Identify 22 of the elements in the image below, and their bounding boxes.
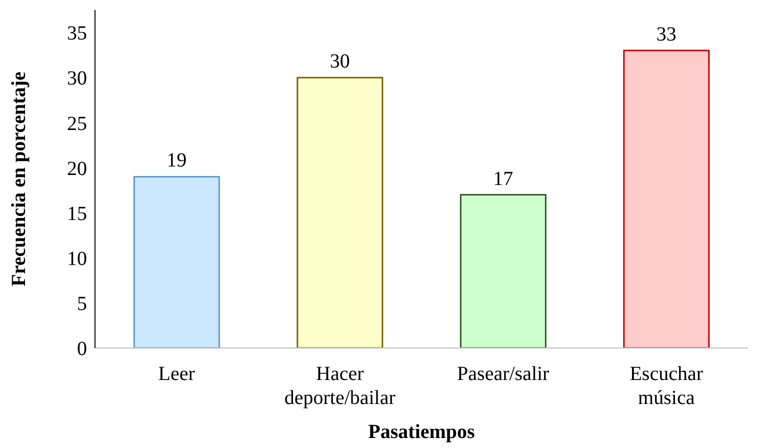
y-axis-title: Frecuencia en porcentaje [8, 72, 30, 286]
x-tick-label: Leer [158, 363, 196, 385]
x-tick-label: Pasear/salir [457, 363, 550, 385]
y-tick-label: 5 [77, 293, 87, 316]
data-label: 19 [166, 150, 187, 172]
y-tick-label: 10 [67, 248, 87, 270]
y-tick-label: 25 [67, 112, 87, 135]
y-tick-label: 0 [77, 338, 87, 360]
bar [133, 176, 220, 348]
y-tick-label: 20 [67, 158, 87, 180]
data-label: 30 [330, 50, 350, 73]
data-label: 33 [656, 24, 676, 46]
y-tick-label: 30 [67, 68, 87, 90]
bar [460, 194, 546, 348]
data-label: 17 [493, 168, 514, 190]
bar [623, 50, 710, 348]
x-tick-label: Hacer deporte/bailar [284, 363, 396, 409]
y-tick-label: 35 [67, 22, 87, 45]
x-axis-title: Pasatiempos [368, 421, 476, 443]
x-tick-label: Escuchar música [630, 363, 704, 409]
y-tick-label: 15 [67, 202, 87, 225]
bar [296, 76, 384, 348]
